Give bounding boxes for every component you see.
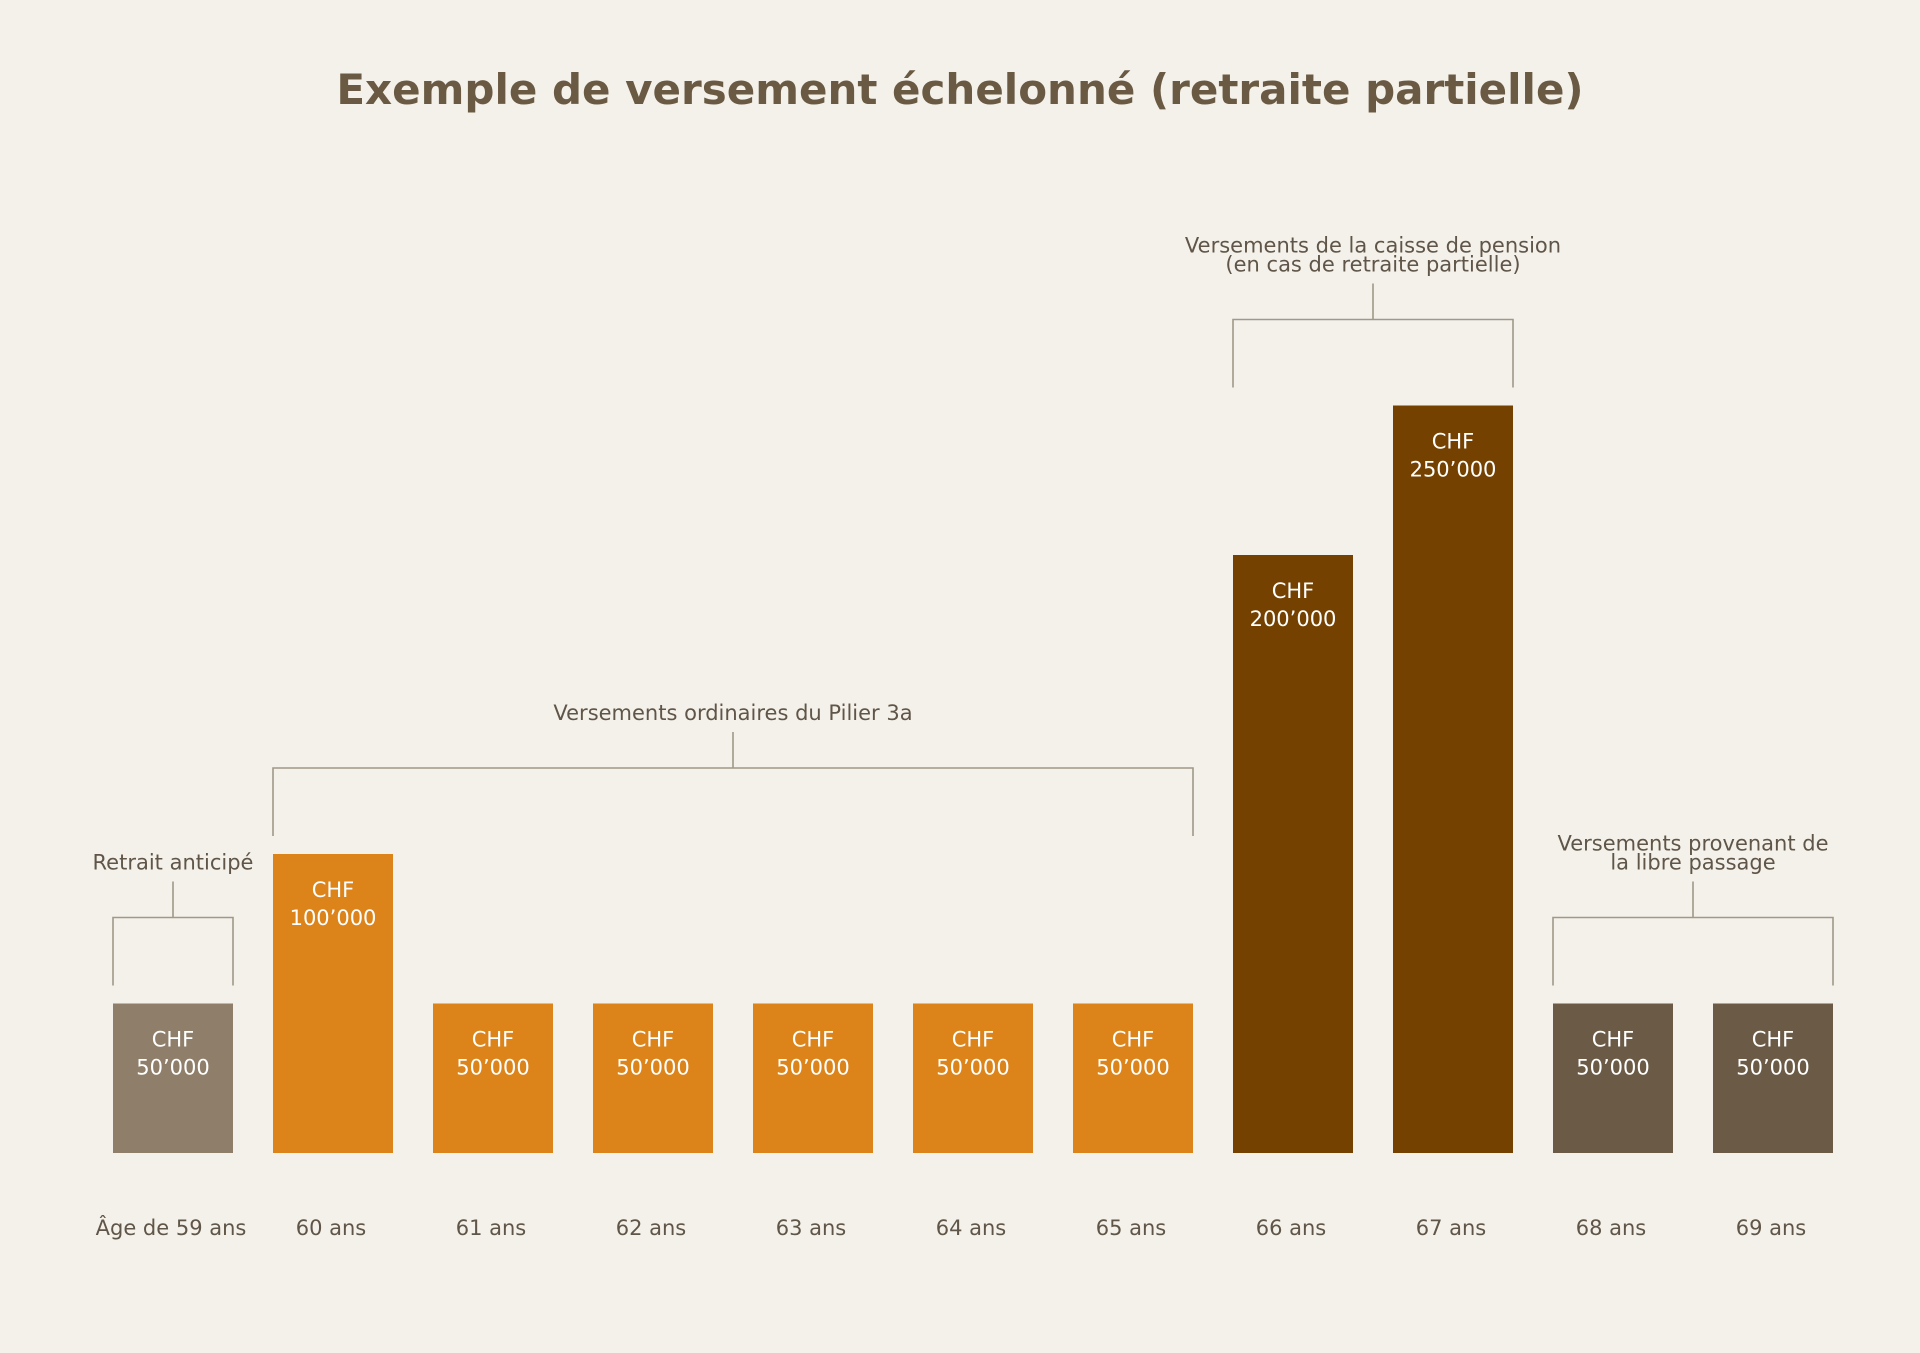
bar-value-line: CHF bbox=[472, 1028, 515, 1052]
bar-value-line: 50’000 bbox=[1576, 1056, 1649, 1080]
age-label-3: 62 ans bbox=[616, 1216, 687, 1240]
bar-5 bbox=[913, 1003, 1033, 1153]
bar-value-line: 50’000 bbox=[616, 1056, 689, 1080]
group-bracket-2 bbox=[1232, 283, 1514, 388]
bar-10 bbox=[1713, 1003, 1833, 1153]
bar-value-line: CHF bbox=[792, 1028, 835, 1052]
bar-9 bbox=[1553, 1003, 1673, 1153]
bar-value-line: CHF bbox=[1592, 1028, 1635, 1052]
age-labels-layer: Âge de 59 ans 60 ans 61 ans 62 ans 63 ans 64 … bbox=[96, 1215, 1807, 1240]
age-label-5: 64 ans bbox=[936, 1216, 1007, 1240]
group-label-line: (en cas de retraite partielle) bbox=[1225, 253, 1520, 277]
group-label-line: Versements de la caisse de pension bbox=[1185, 234, 1561, 258]
group-bracket-0 bbox=[112, 881, 234, 986]
age-label-10: 69 ans bbox=[1736, 1216, 1807, 1240]
bar-8 bbox=[1393, 405, 1513, 1153]
age-label-6: 65 ans bbox=[1096, 1216, 1167, 1240]
bar-value-line: CHF bbox=[952, 1028, 995, 1052]
bar-value-label-0: CHF 50’000 bbox=[136, 1028, 209, 1080]
bar-0 bbox=[113, 1003, 233, 1153]
bar-value-line: CHF bbox=[1432, 430, 1475, 454]
bar-value-line: CHF bbox=[1272, 579, 1315, 603]
chart-title: Exemple de versement échelonné (retraite… bbox=[336, 65, 1583, 114]
bar-value-label-3: CHF 50’000 bbox=[616, 1028, 689, 1080]
bar-value-line: 50’000 bbox=[936, 1056, 1009, 1080]
brackets-layer: Retrait anticipé Versements ordinaires du… bbox=[93, 234, 1834, 986]
bar-value-line: CHF bbox=[632, 1028, 675, 1052]
bar-value-label-6: CHF 50’000 bbox=[1096, 1028, 1169, 1080]
bar-value-line: CHF bbox=[1752, 1028, 1795, 1052]
bar-value-label-4: CHF 50’000 bbox=[776, 1028, 849, 1080]
bar-value-label-2: CHF 50’000 bbox=[456, 1028, 529, 1080]
group-label-0: Retrait anticipé bbox=[93, 851, 254, 875]
bar-value-line: 200’000 bbox=[1250, 607, 1337, 631]
age-label-4: 63 ans bbox=[776, 1216, 847, 1240]
bar-1 bbox=[273, 854, 393, 1153]
group-label-line: Versements ordinaires du Pilier 3a bbox=[553, 701, 912, 725]
bar-value-line: 50’000 bbox=[1736, 1056, 1809, 1080]
group-label-line: la libre passage bbox=[1610, 851, 1775, 875]
bar-value-line: CHF bbox=[312, 878, 355, 902]
bar-value-line: 50’000 bbox=[136, 1056, 209, 1080]
group-bracket-3 bbox=[1552, 881, 1834, 986]
age-label-0: Âge de 59 ans bbox=[96, 1215, 247, 1240]
age-label-1: 60 ans bbox=[296, 1216, 367, 1240]
bar-6 bbox=[1073, 1003, 1193, 1153]
bar-value-label-10: CHF 50’000 bbox=[1736, 1028, 1809, 1080]
bar-value-line: 50’000 bbox=[456, 1056, 529, 1080]
bar-value-label-7: CHF 200’000 bbox=[1250, 579, 1337, 631]
bar-value-line: 50’000 bbox=[1096, 1056, 1169, 1080]
bar-4 bbox=[753, 1003, 873, 1153]
bar-7 bbox=[1233, 555, 1353, 1153]
group-label-line: Versements provenant de bbox=[1557, 832, 1828, 856]
bar-value-label-8: CHF 250’000 bbox=[1410, 430, 1497, 482]
age-label-7: 66 ans bbox=[1256, 1216, 1327, 1240]
bar-3 bbox=[593, 1003, 713, 1153]
group-label-1: Versements ordinaires du Pilier 3a bbox=[553, 701, 912, 725]
group-bracket-1 bbox=[272, 732, 1194, 836]
age-label-2: 61 ans bbox=[456, 1216, 527, 1240]
bar-value-line: 100’000 bbox=[290, 906, 377, 930]
bar-value-line: 250’000 bbox=[1410, 458, 1497, 482]
age-label-9: 68 ans bbox=[1576, 1216, 1647, 1240]
age-label-8: 67 ans bbox=[1416, 1216, 1487, 1240]
group-label-3: Versements provenant de la libre passage bbox=[1557, 832, 1828, 875]
bar-value-line: CHF bbox=[152, 1028, 195, 1052]
bar-value-line: CHF bbox=[1112, 1028, 1155, 1052]
bar-value-line: 50’000 bbox=[776, 1056, 849, 1080]
bar-value-label-1: CHF 100’000 bbox=[290, 878, 377, 930]
bar-2 bbox=[433, 1003, 553, 1153]
group-label-line: Retrait anticipé bbox=[93, 851, 254, 875]
bar-value-label-9: CHF 50’000 bbox=[1576, 1028, 1649, 1080]
group-label-2: Versements de la caisse de pension (en ca… bbox=[1185, 234, 1561, 277]
bar-value-label-5: CHF 50’000 bbox=[936, 1028, 1009, 1080]
